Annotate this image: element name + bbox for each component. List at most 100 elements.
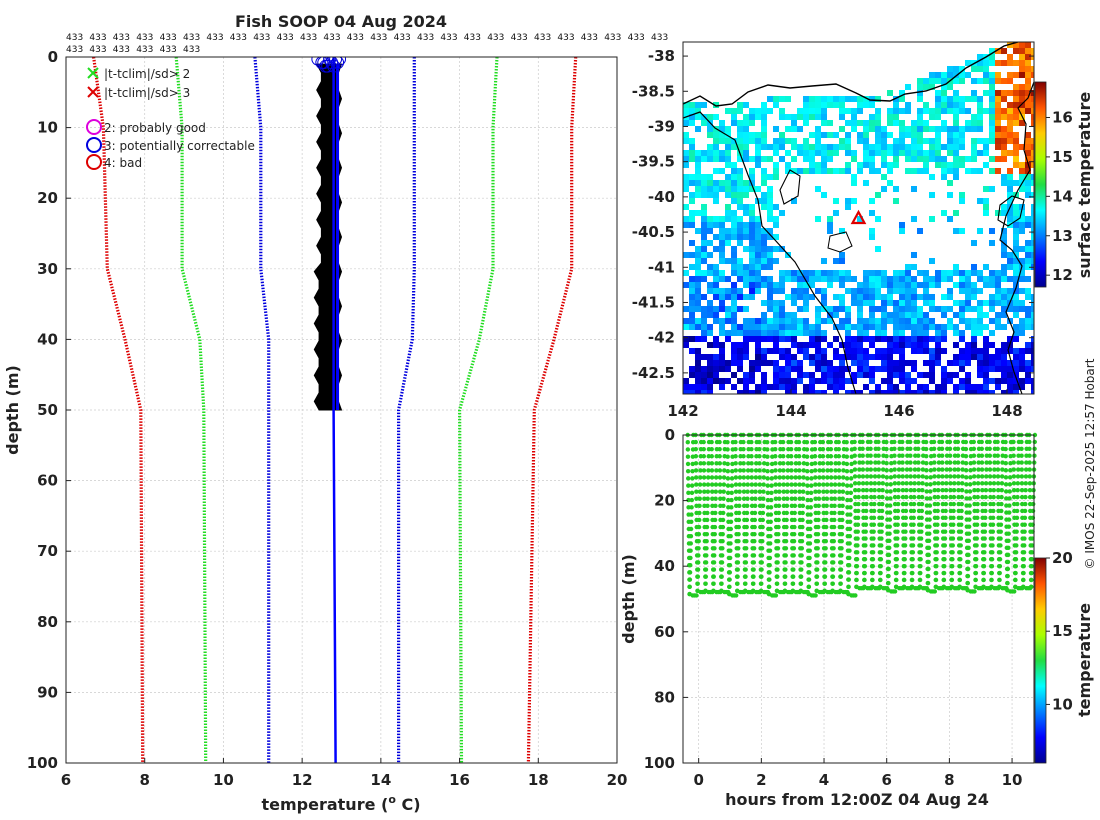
sst-pixel (821, 102, 827, 108)
cast-point (933, 543, 938, 548)
sst-pixel (761, 138, 767, 144)
sst-pixel (701, 246, 707, 252)
cast-point (796, 454, 802, 459)
sst-pixel (917, 306, 923, 312)
sst-pixel (839, 270, 845, 276)
sst-pixel (731, 180, 737, 186)
sst-pixel (809, 282, 815, 288)
time-y-tick-label: 60 (654, 623, 675, 641)
sst-pixel (851, 288, 857, 294)
sst-pixel (791, 294, 797, 300)
sst-pixel (749, 114, 755, 120)
sst-pixel (995, 138, 1001, 144)
cast-point (947, 439, 953, 445)
sst-pixel (797, 366, 803, 372)
sst-pixel (971, 144, 977, 150)
cast-point (933, 563, 938, 569)
sst-pixel (1031, 228, 1034, 234)
sst-pixel (725, 318, 731, 324)
sst-pixel (1001, 174, 1007, 180)
cast-point (940, 529, 946, 534)
sst-pixel (827, 306, 833, 312)
cast-point (830, 560, 835, 565)
sst-pixel (899, 282, 905, 288)
cast-point (1004, 524, 1009, 529)
sst-pixel (725, 306, 731, 312)
sst-pixel (1031, 318, 1034, 324)
sst-pixel (767, 324, 773, 330)
cast-point (793, 482, 798, 487)
cast-point (971, 439, 976, 445)
cast-point (893, 570, 899, 576)
cast-point (750, 574, 756, 579)
cast-point (1020, 522, 1025, 527)
sst-pixel (959, 102, 965, 108)
sst-pixel (695, 162, 701, 168)
sst-pixel (869, 210, 875, 216)
sst-pixel (785, 276, 791, 282)
cast-point (1003, 489, 1009, 494)
count-label: 433 (66, 33, 83, 43)
sst-pixel (815, 366, 821, 372)
cast-point (785, 454, 791, 459)
sst-pixel (917, 150, 923, 156)
cast-point (873, 460, 878, 465)
sst-pixel (689, 174, 695, 180)
sst-pixel (965, 360, 971, 366)
sst-pixel (899, 348, 905, 354)
cast-point (931, 439, 937, 445)
sst-pixel (791, 330, 797, 336)
cast-point (832, 489, 838, 494)
cast-point (871, 508, 877, 514)
cast-point (694, 539, 700, 544)
cast-point (924, 503, 930, 508)
sst-pixel (779, 384, 785, 390)
sst-pixel (935, 108, 941, 114)
cast-point (979, 439, 984, 445)
sst-pixel (773, 306, 779, 312)
cast-point (816, 503, 821, 509)
sst-pixel (929, 78, 935, 84)
sst-pixel (749, 270, 755, 276)
cast-point (738, 461, 743, 466)
cast-point (742, 546, 747, 551)
sst-pixel (923, 126, 929, 132)
cast-point (806, 577, 811, 582)
cast-point (701, 439, 706, 445)
sst-pixel (1001, 348, 1007, 354)
cast-point (888, 503, 893, 508)
cast-point (828, 468, 834, 473)
sst-pixel (1013, 384, 1019, 390)
sst-pixel (989, 306, 995, 312)
sst-pixel (797, 360, 803, 366)
sst-pixel (893, 330, 899, 336)
sst-pixel (1001, 150, 1007, 156)
map-y-tick-label: -38.5 (632, 82, 675, 100)
sst-pixel (1001, 366, 1007, 372)
sst-pixel (779, 306, 785, 312)
sst-pixel (833, 276, 839, 282)
cast-point (865, 453, 870, 458)
sst-pixel (833, 378, 839, 384)
sst-pixel (923, 330, 929, 336)
sst-pixel (977, 54, 983, 60)
cast-point (904, 474, 910, 479)
sst-pixel (905, 312, 911, 318)
cast-point (1020, 529, 1025, 534)
count-label: 433 (394, 33, 411, 43)
sst-pixel (731, 144, 737, 150)
sst-pixel (701, 222, 707, 228)
cast-point (694, 524, 699, 530)
sst-pixel (785, 114, 791, 120)
sst-pixel (875, 168, 881, 174)
sst-pixel (773, 174, 779, 180)
cast-point (742, 574, 748, 579)
sst-pixel (911, 330, 917, 336)
sst-pixel (749, 366, 755, 372)
sst-pixel (965, 324, 971, 330)
cast-point (792, 510, 797, 516)
sst-pixel (791, 360, 797, 366)
cast-point (916, 501, 922, 507)
sst-pixel (845, 336, 851, 342)
